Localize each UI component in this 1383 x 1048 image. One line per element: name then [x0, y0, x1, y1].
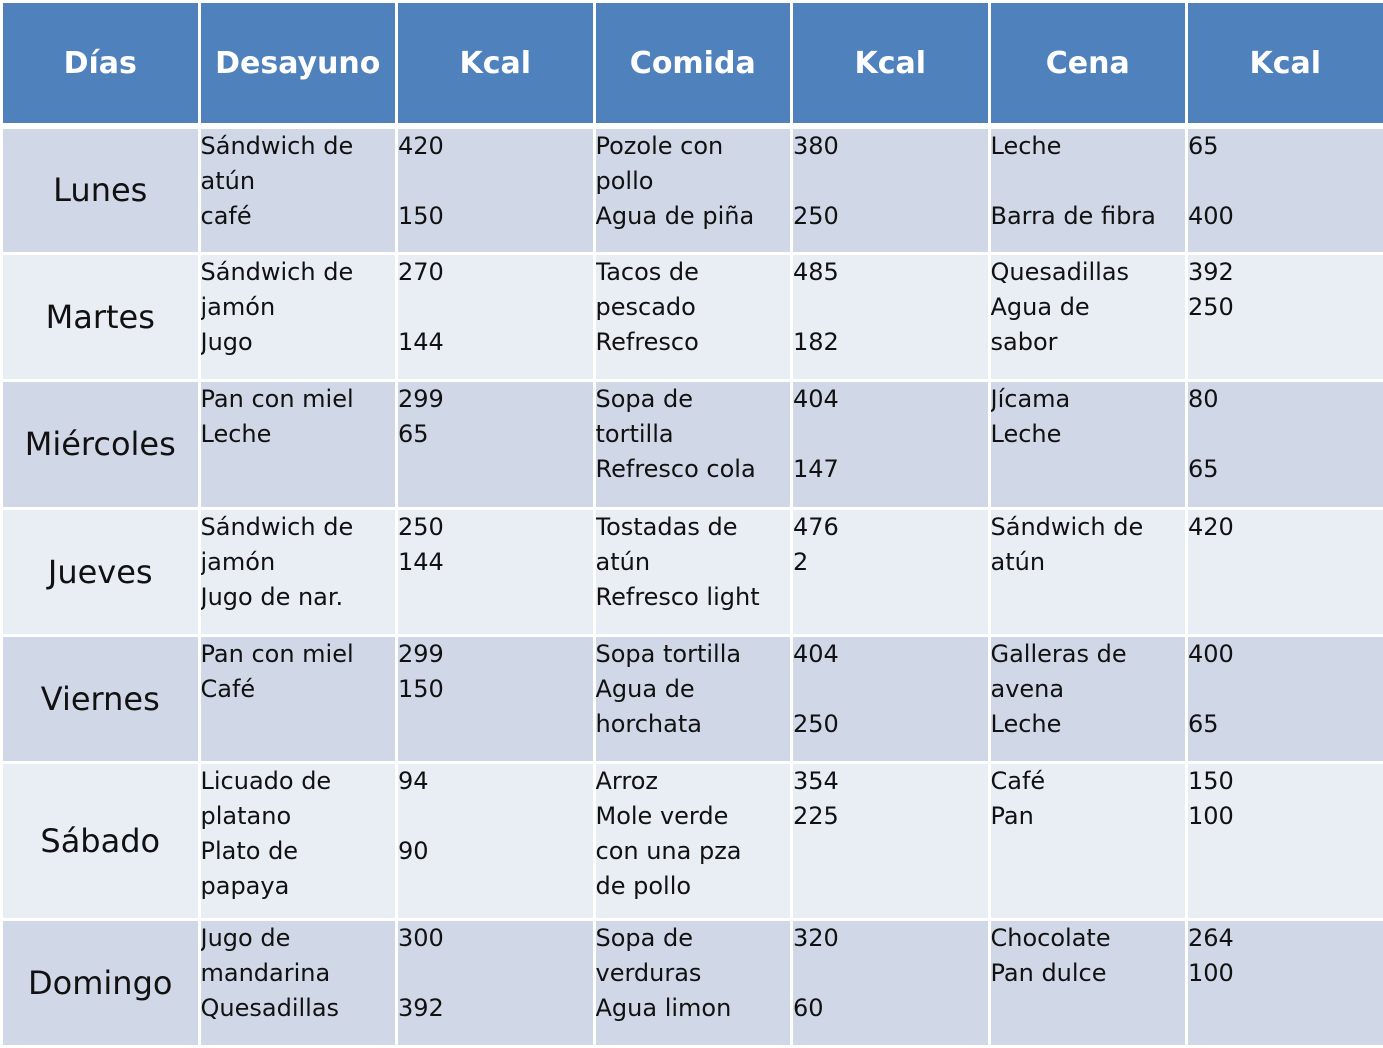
breakfast-kcal-cell: 299 150 — [395, 633, 596, 765]
lunch-cell: Sopa tortilla Agua de horchata — [592, 633, 793, 765]
day-cell: Martes — [0, 251, 201, 383]
lunch-cell: Tostadas de atún Refresco light — [592, 506, 793, 637]
dinner-cell: Jícama Leche — [987, 379, 1188, 510]
lunch-cell: Sopa de tortilla Refresco cola — [592, 379, 793, 510]
table-row: Viernes Pan con miel Café 299 150 Sopa t… — [0, 633, 1383, 765]
lunch-kcal-cell: 380 250 — [790, 124, 991, 255]
lunch-cell: Tacos de pescado Refresco — [592, 251, 793, 383]
dinner-kcal-cell: 420 — [1185, 506, 1383, 637]
table-row: Jueves Sándwich de jamón Jugo de nar. 25… — [0, 506, 1383, 637]
header-lunch-kcal: Kcal — [790, 0, 991, 128]
breakfast-cell: Pan con miel Leche — [197, 379, 398, 510]
day-cell: Lunes — [0, 124, 201, 255]
breakfast-kcal-cell: 94 90 — [395, 761, 596, 921]
breakfast-cell: Sándwich de jamón Jugo — [197, 251, 398, 383]
breakfast-kcal-cell: 420 150 — [395, 124, 596, 255]
dinner-kcal-cell: 150 100 — [1185, 761, 1383, 921]
dinner-kcal-cell: 65 400 — [1185, 124, 1383, 255]
breakfast-cell: Jugo de mandarina Quesadillas — [197, 917, 398, 1048]
breakfast-kcal-cell: 300 392 — [395, 917, 596, 1048]
day-cell: Domingo — [0, 917, 201, 1048]
dinner-kcal-cell: 392 250 — [1185, 251, 1383, 383]
header-lunch: Comida — [592, 0, 793, 128]
breakfast-cell: Sándwich de atún café — [197, 124, 398, 255]
lunch-kcal-cell: 404 147 — [790, 379, 991, 510]
dinner-cell: Sándwich de atún — [987, 506, 1188, 637]
header-breakfast: Desayuno — [197, 0, 398, 128]
table-row: Domingo Jugo de mandarina Quesadillas 30… — [0, 917, 1383, 1048]
breakfast-kcal-cell: 270 144 — [395, 251, 596, 383]
lunch-kcal-cell: 404 250 — [790, 633, 991, 765]
lunch-cell: Pozole con pollo Agua de piña — [592, 124, 793, 255]
table-row: Miércoles Pan con miel Leche 299 65 Sopa… — [0, 379, 1383, 510]
day-cell: Sábado — [0, 761, 201, 921]
lunch-cell: Sopa de verduras Agua limon — [592, 917, 793, 1048]
lunch-kcal-cell: 476 2 — [790, 506, 991, 637]
breakfast-cell: Pan con miel Café — [197, 633, 398, 765]
lunch-kcal-cell: 354 225 — [790, 761, 991, 921]
day-cell: Jueves — [0, 506, 201, 637]
lunch-kcal-cell: 320 60 — [790, 917, 991, 1048]
dinner-cell: Quesadillas Agua de sabor — [987, 251, 1188, 383]
dinner-cell: Café Pan — [987, 761, 1188, 921]
table-row: Sábado Licuado de platano Plato de papay… — [0, 761, 1383, 921]
lunch-kcal-cell: 485 182 — [790, 251, 991, 383]
header-breakfast-kcal: Kcal — [395, 0, 596, 128]
header-dinner-kcal: Kcal — [1185, 0, 1383, 128]
header-days: Días — [0, 0, 201, 128]
lunch-cell: Arroz Mole verde con una pza de pollo — [592, 761, 793, 921]
dinner-cell: Galleras de avena Leche — [987, 633, 1188, 765]
table-row: Martes Sándwich de jamón Jugo 270 144 Ta… — [0, 251, 1383, 383]
header-row: Días Desayuno Kcal Comida Kcal Cena Kcal — [0, 0, 1383, 128]
table-row: Lunes Sándwich de atún café 420 150 Pozo… — [0, 124, 1383, 255]
dinner-kcal-cell: 264 100 — [1185, 917, 1383, 1048]
dinner-kcal-cell: 400 65 — [1185, 633, 1383, 765]
breakfast-cell: Licuado de platano Plato de papaya — [197, 761, 398, 921]
breakfast-kcal-cell: 250 144 — [395, 506, 596, 637]
day-cell: Viernes — [0, 633, 201, 765]
dinner-cell: Leche Barra de fibra — [987, 124, 1188, 255]
breakfast-cell: Sándwich de jamón Jugo de nar. — [197, 506, 398, 637]
breakfast-kcal-cell: 299 65 — [395, 379, 596, 510]
dinner-cell: Chocolate Pan dulce — [987, 917, 1188, 1048]
day-cell: Miércoles — [0, 379, 201, 510]
dinner-kcal-cell: 80 65 — [1185, 379, 1383, 510]
header-dinner: Cena — [987, 0, 1188, 128]
